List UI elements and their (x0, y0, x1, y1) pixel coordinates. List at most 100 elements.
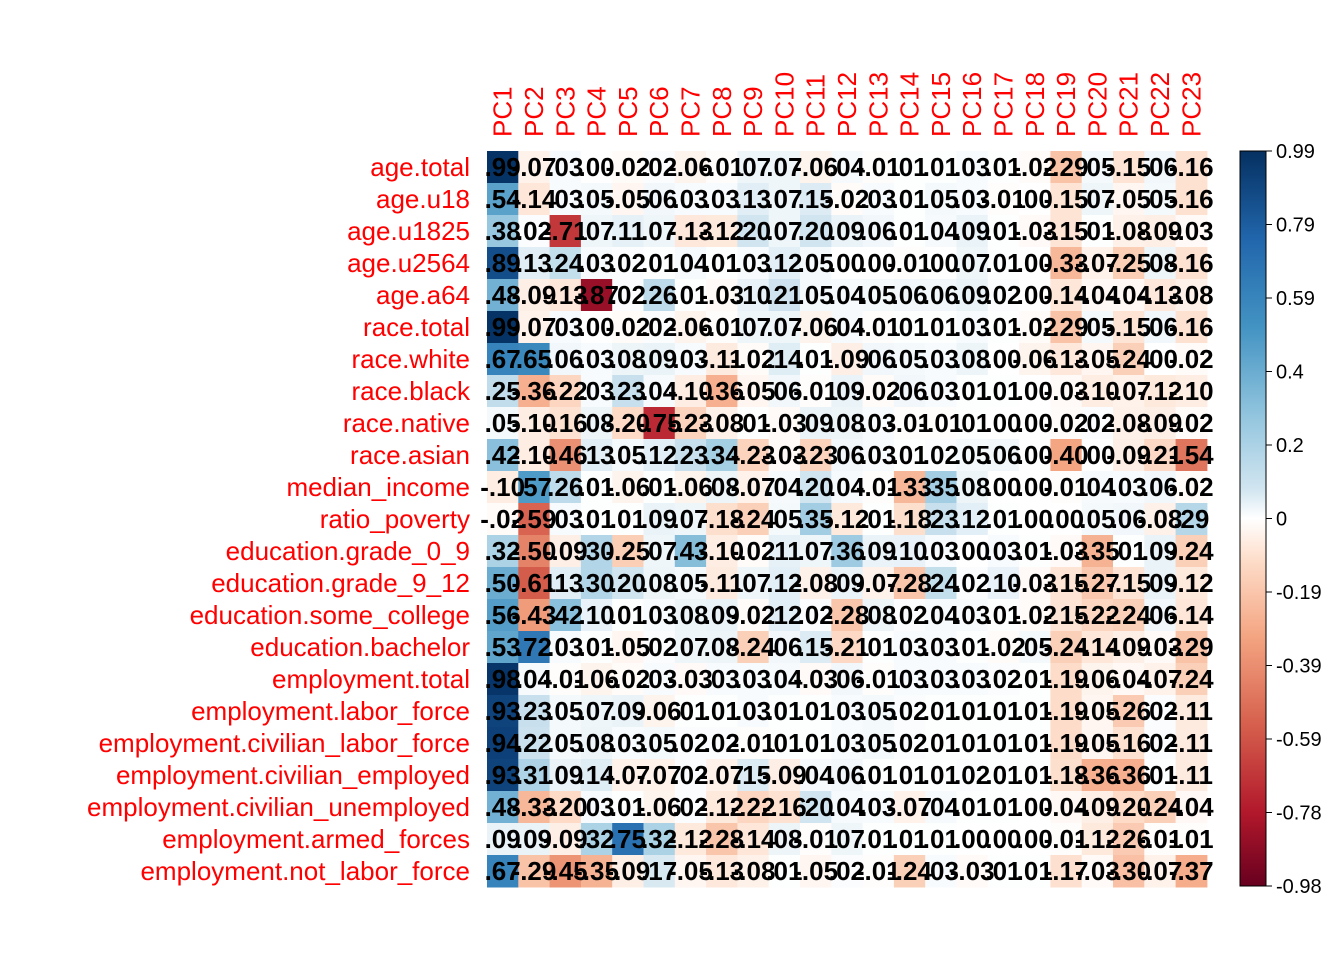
heatmap-cell (518, 407, 551, 440)
cell-value-label: -.02 (856, 376, 901, 406)
column-label: PC10 (769, 72, 799, 137)
cell-value-label: .01 (766, 856, 802, 886)
cell-value-label: -.12 (668, 824, 713, 854)
heatmap-cell (925, 535, 957, 568)
heatmap-cell (800, 503, 832, 536)
heatmap-cell (518, 343, 551, 376)
row-label: median_income (286, 472, 470, 502)
legend-colorbar (1239, 150, 1267, 887)
heatmap-cell (643, 439, 676, 472)
heatmap-cell (1019, 439, 1051, 472)
cell-value-label: .02 (516, 216, 552, 246)
heatmap-cell (1019, 503, 1051, 536)
heatmap-cell (768, 471, 801, 504)
heatmap-cell (549, 343, 582, 376)
cell-value-label: .05 (1079, 312, 1115, 342)
heatmap-cell (1113, 631, 1145, 664)
cell-value-label: -.02 (605, 152, 650, 182)
cell-value-label: .03 (547, 632, 583, 662)
heatmap-cell (1081, 631, 1114, 664)
cell-value-label: -.02 (981, 632, 1026, 662)
cell-value-label: .42 (547, 600, 583, 630)
cell-value-label: .01 (954, 632, 990, 662)
heatmap-cell (1081, 567, 1114, 600)
heatmap-cell (800, 439, 832, 472)
cell-value-label: .05 (860, 696, 896, 726)
cell-value-label: .04 (923, 600, 960, 630)
heatmap-cell (1144, 439, 1177, 472)
heatmap-cell (893, 279, 926, 312)
cell-value-label: .03 (1111, 472, 1147, 502)
cell-value-label: -.06 (1012, 344, 1057, 374)
heatmap-cell (706, 215, 738, 248)
heatmap-cell (925, 311, 957, 344)
row-label: employment.civilian_labor_force (99, 728, 470, 758)
cell-value-label: .13 (735, 184, 771, 214)
heatmap-cell (862, 151, 895, 184)
heatmap-cell (1113, 407, 1145, 440)
column-label: PC12 (832, 72, 862, 137)
heatmap-cell (1175, 663, 1208, 696)
cell-value-label: -.11 (1170, 760, 1213, 790)
heatmap-cell (1144, 567, 1177, 600)
heatmap-cell (831, 439, 864, 472)
cell-value-label: -.03 (793, 664, 838, 694)
heatmap-cell (831, 567, 864, 600)
heatmap-cell (612, 247, 644, 280)
heatmap-cell (518, 535, 551, 568)
cell-value-label: -.10 (1075, 376, 1120, 406)
cell-value-label: .03 (891, 632, 927, 662)
cell-value-label: .57 (516, 472, 552, 502)
heatmap-cell (800, 727, 832, 760)
heatmap-cell (612, 439, 644, 472)
cell-value-label: .06 (985, 440, 1021, 470)
heatmap-cell (518, 727, 551, 760)
cell-value-label: .06 (1142, 312, 1178, 342)
heatmap-cell (768, 567, 801, 600)
cell-value-label: .00 (1017, 248, 1053, 278)
heatmap-cell (768, 855, 801, 888)
cell-value-label: .09 (860, 536, 896, 566)
cell-value-label: -.06 (637, 696, 682, 726)
heatmap-cell (674, 599, 707, 632)
cell-value-label: -.50 (512, 536, 557, 566)
heatmap-cell (1144, 215, 1177, 248)
cell-value-label: -.08 (731, 856, 776, 886)
heatmap-cell (1050, 311, 1083, 344)
cell-value-label: .04 (923, 216, 960, 246)
cell-value-label: -.01 (1138, 824, 1183, 854)
row-label: employment.civilian_employed (116, 760, 470, 790)
heatmap-cell (674, 279, 707, 312)
cell-value-label: -.08 (1106, 408, 1151, 438)
cell-value-label: .04 (516, 664, 553, 694)
heatmap-cell (487, 791, 519, 824)
heatmap-cell (1175, 791, 1208, 824)
cell-value-label: -.24 (1169, 536, 1214, 566)
cell-value-label: .05 (641, 728, 677, 758)
row-label: employment.labor_force (191, 696, 470, 726)
cell-value-label: -.23 (793, 440, 838, 470)
cell-value-label: .53 (485, 632, 521, 662)
heatmap-cell (737, 375, 770, 408)
cell-value-label: -.09 (605, 856, 650, 886)
heatmap-cell (674, 375, 707, 408)
cell-value-label: -.07 (1138, 664, 1183, 694)
heatmap-cell (893, 791, 926, 824)
heatmap-cell (800, 343, 832, 376)
cell-value-label: -.01 (856, 856, 901, 886)
heatmap-cell (1081, 151, 1114, 184)
cell-value-label: .15 (798, 184, 834, 214)
heatmap-cell (1019, 663, 1051, 696)
row-label: employment.civilian_unemployed (87, 792, 470, 822)
heatmap-cell (987, 663, 1020, 696)
heatmap-cell (706, 151, 738, 184)
cell-value-label: -.09 (1138, 216, 1183, 246)
cell-value-label: .00 (578, 152, 614, 182)
cell-value-label: -.03 (762, 440, 807, 470)
heatmap-cell (862, 343, 895, 376)
heatmap-cell (643, 791, 676, 824)
heatmap-cell (800, 599, 832, 632)
cell-value-label: -.12 (825, 504, 870, 534)
heatmap-cell (487, 375, 519, 408)
column-label: PC7 (675, 86, 705, 137)
